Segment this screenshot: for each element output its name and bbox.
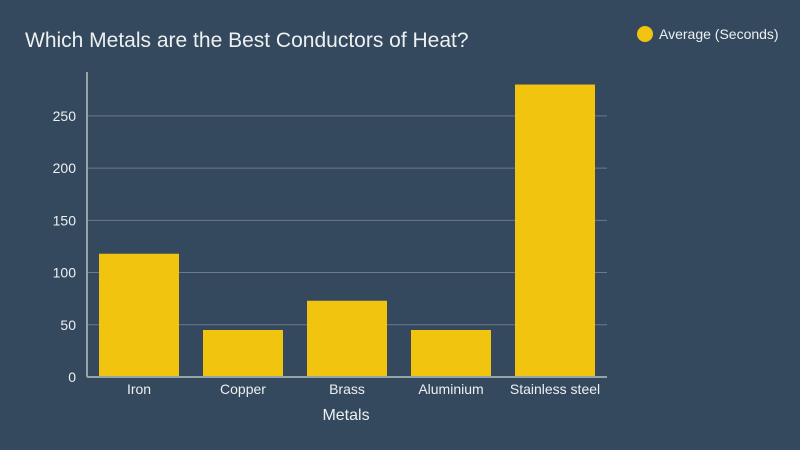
bar-brass[interactable] [307, 300, 387, 377]
x-tick-label: Brass [329, 381, 365, 397]
legend-marker [637, 26, 653, 42]
x-axis-ticks: Iron Copper Brass Aluminium Stainless steel [127, 381, 600, 397]
x-tick-label: Copper [220, 381, 266, 397]
bar-copper[interactable] [203, 329, 283, 377]
y-tick-label: 200 [53, 160, 77, 176]
x-tick-label: Stainless steel [510, 381, 600, 397]
legend: Average (Seconds) [637, 26, 779, 42]
legend-label: Average (Seconds) [659, 26, 779, 42]
y-tick-label: 50 [60, 317, 76, 333]
y-tick-label: 100 [53, 265, 77, 281]
x-axis-label: Metals [322, 407, 369, 424]
bar-iron[interactable] [99, 253, 179, 377]
bar-aluminium[interactable] [411, 329, 491, 377]
y-tick-label: 150 [53, 212, 77, 228]
y-tick-label: 0 [68, 369, 76, 385]
bar-stainless-steel[interactable] [515, 84, 595, 378]
y-tick-label: 250 [53, 108, 77, 124]
x-tick-label: Iron [127, 381, 151, 397]
bars [99, 84, 595, 378]
y-axis-ticks: 0 50 100 150 200 250 [53, 108, 77, 385]
x-tick-label: Aluminium [418, 381, 483, 397]
chart-title: Which Metals are the Best Conductors of … [25, 29, 469, 52]
